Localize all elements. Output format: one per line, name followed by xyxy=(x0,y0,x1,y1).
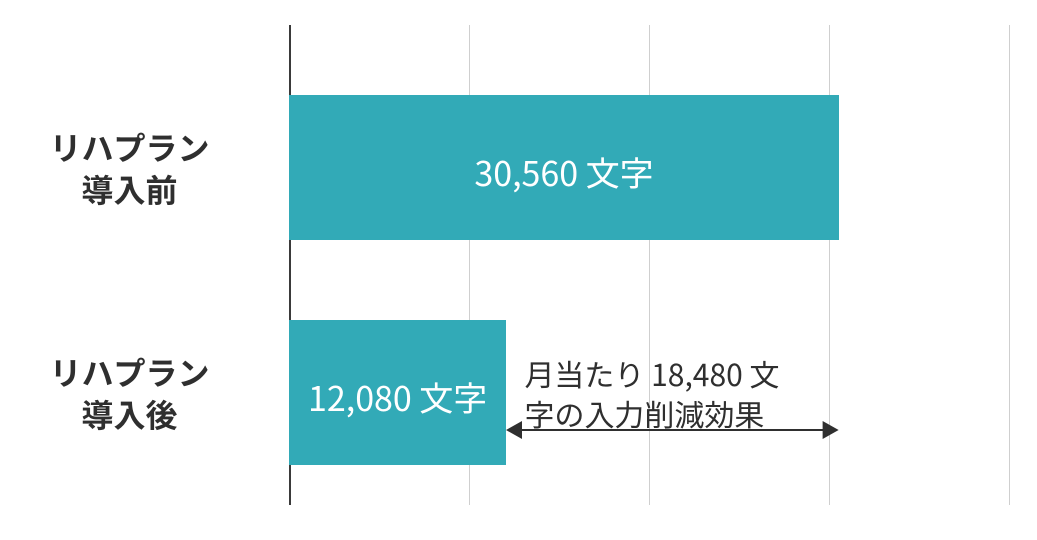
gridline xyxy=(1009,25,1010,505)
bar-after: 12,080 文字 xyxy=(289,320,506,465)
category-label-line: リハプラン xyxy=(0,126,259,168)
category-label-line: 導入後 xyxy=(0,393,259,435)
bar-value-label: 12,080 文字 xyxy=(289,372,506,421)
bar-value-label: 30,560 文字 xyxy=(289,147,839,196)
category-label-after: リハプラン導入後 xyxy=(0,351,259,435)
annotation-arrow xyxy=(506,419,839,441)
bar-before: 30,560 文字 xyxy=(289,95,839,240)
chart: 30,560 文字12,080 文字月当たり 18,480 文字の入力削減効果 … xyxy=(0,0,1037,540)
category-label-line: 導入前 xyxy=(0,168,259,210)
plot-area: 30,560 文字12,080 文字月当たり 18,480 文字の入力削減効果 xyxy=(289,25,1009,505)
category-label-line: リハプラン xyxy=(0,351,259,393)
annotation-line: 月当たり 18,480 文 xyxy=(524,353,779,393)
category-label-before: リハプラン導入前 xyxy=(0,126,259,210)
